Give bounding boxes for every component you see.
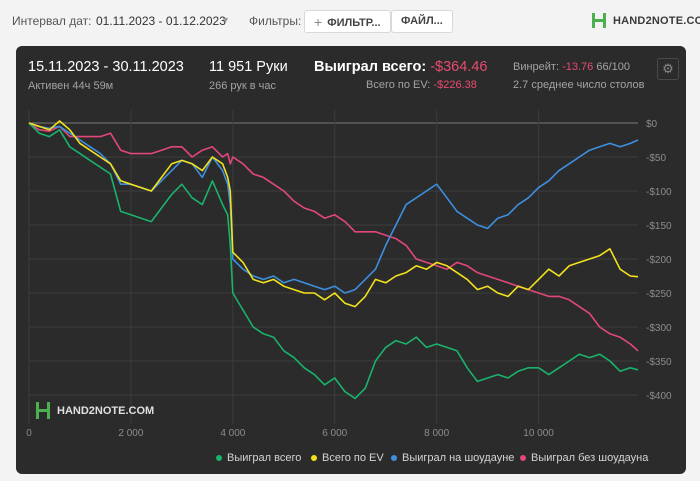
chevron-down-icon[interactable]: ▼ (221, 15, 230, 25)
y-tick-label: $0 (646, 119, 658, 130)
x-tick-label: 10 000 (523, 428, 554, 439)
y-tick-label: -$50 (646, 153, 666, 164)
filters-button-label: ФИЛЬТР... (327, 17, 381, 29)
brand-logo-text: HAND2NOTE.COM (613, 14, 700, 27)
x-tick-label: 8 000 (424, 428, 449, 439)
avg-tables: 2.7 среднее число столов (513, 79, 645, 91)
won-total-value: -$364.46 (430, 59, 488, 75)
date-range-select[interactable]: 01.11.2023 - 01.12.2023 (96, 14, 226, 28)
hands-per-hour: 266 рук в час (209, 80, 277, 92)
y-tick-label: -$300 (646, 323, 672, 334)
filters-label: Фильтры: (249, 14, 302, 28)
series-line-non-showdown (28, 122, 639, 352)
winnings-chart: $0 -$50 -$100 -$150 -$200 -$250 -$300 -$350 -$40… (26, 110, 672, 439)
active-time: Активен 44ч 59м (28, 80, 114, 92)
winrate: Винрейт: -13.76 66/100 (513, 61, 630, 73)
period-range: 15.11.2023 - 30.11.2023 (28, 59, 184, 75)
winrate-unit: 66/100 (596, 61, 631, 73)
x-tick-label: 2 000 (118, 428, 143, 439)
legend-label: Всего по EV (322, 452, 384, 464)
won-total-label: Выиграл всего: (314, 59, 427, 75)
legend-dot (391, 455, 397, 461)
files-button[interactable]: ФАЙЛ... (391, 10, 453, 33)
y-tick-label: -$100 (646, 187, 672, 198)
ev-label: Всего по EV: (366, 79, 431, 91)
y-tick-label: -$150 (646, 221, 672, 232)
y-tick-label: -$400 (646, 391, 672, 402)
graph-panel: 15.11.2023 - 30.11.2023 Активен 44ч 59м … (16, 46, 686, 474)
plus-icon: + (314, 14, 323, 30)
legend-item-ev[interactable]: Всего по EV (311, 452, 384, 464)
ev-total: Всего по EV: -$226.38 (366, 79, 477, 91)
gear-icon[interactable]: ⚙ (657, 58, 679, 80)
y-tick-label: -$200 (646, 255, 672, 266)
legend-label: Выиграл всего (227, 452, 302, 464)
legend-item-won-total[interactable]: Выиграл всего (216, 452, 301, 464)
series-line-won-total (28, 122, 639, 400)
winrate-value: -13.76 (562, 61, 594, 73)
legend-label: Выиграл без шоудауна (531, 452, 649, 464)
x-tick-label: 4 000 (220, 428, 245, 439)
x-tick-label: 6 000 (322, 428, 347, 439)
x-tick-label: 0 (26, 428, 32, 439)
toolbar: Интервал дат: 01.11.2023 - 01.12.2023 ▼ … (0, 0, 700, 42)
hands-count: 11 951 Руки (209, 59, 288, 75)
files-button-label: ФАЙЛ... (401, 15, 443, 27)
legend-dot (216, 455, 222, 461)
ev-value: -$226.38 (433, 79, 477, 91)
watermark-text: HAND2NOTE.COM (57, 404, 155, 417)
legend-dot (311, 455, 317, 461)
filters-button[interactable]: + ФИЛЬТР... (304, 10, 391, 33)
hand2note-watermark-icon (36, 402, 50, 419)
winrate-label: Винрейт: (513, 61, 560, 73)
brand-logo: HAND2NOTE.COM (591, 12, 700, 29)
date-interval-label: Интервал дат: (12, 14, 92, 28)
watermark: HAND2NOTE.COM (35, 401, 154, 420)
series-line-ev (28, 120, 639, 308)
hand2note-logo-icon (592, 13, 606, 28)
y-tick-label: -$250 (646, 289, 672, 300)
legend-dot (520, 455, 526, 461)
legend-label: Выиграл на шоудауне (402, 452, 515, 464)
y-tick-label: -$350 (646, 357, 672, 368)
won-total: Выиграл всего: -$364.46 (314, 59, 487, 75)
legend-item-non-showdown[interactable]: Выиграл без шоудауна (520, 452, 648, 464)
legend-item-showdown[interactable]: Выиграл на шоудауне (391, 452, 514, 464)
